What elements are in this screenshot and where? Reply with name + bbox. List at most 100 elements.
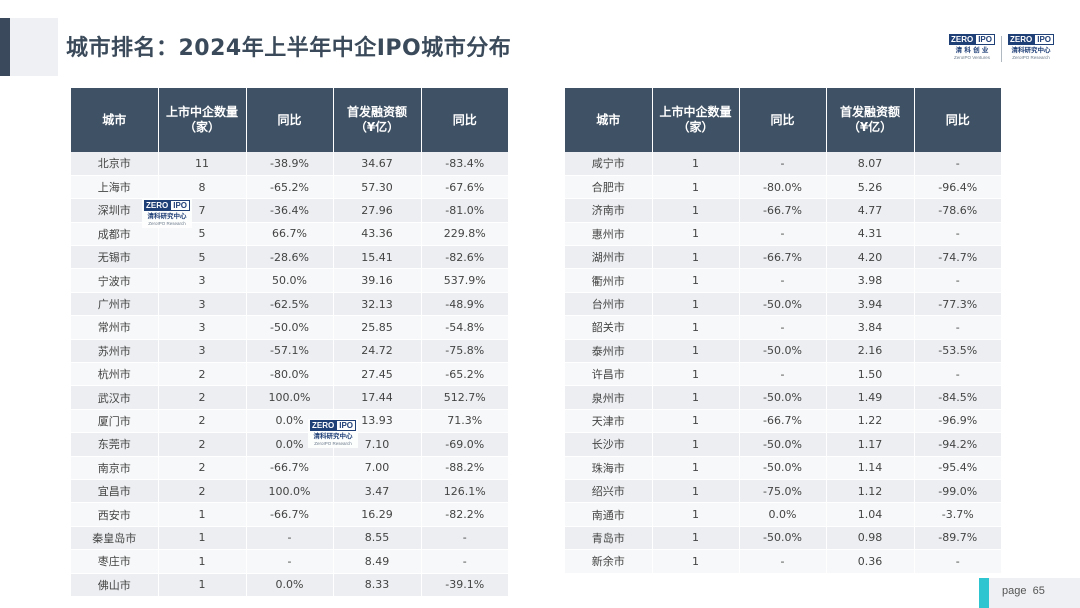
cell-count-yoy: -57.1% [246,339,334,364]
table-row: 泰州市 1 -50.0% 2.16 -53.5% [565,339,1001,364]
cell-amount-yoy: -89.7% [914,526,1001,551]
cell-amount-yoy: -53.5% [914,339,1001,364]
table-row: 台州市 1 -50.0% 3.94 -77.3% [565,292,1001,317]
cell-count-yoy: 100.0% [246,385,334,410]
cell-ipo-amount: 1.12 [826,479,915,504]
cell-city: 无锡市 [71,245,159,270]
cell-count-yoy: -66.7% [739,409,827,434]
table-row: 湖州市 1 -66.7% 4.20 -74.7% [565,245,1001,270]
cell-city: 湖州市 [565,245,653,270]
cell-amount-yoy: -83.4% [421,152,508,176]
cell-ipo-count: 1 [652,292,740,317]
cell-city: 南通市 [565,502,653,527]
cell-city: 衢州市 [565,268,653,293]
cell-ipo-count: 8 [158,175,247,200]
cell-ipo-amount: 17.44 [333,385,422,410]
cell-ipo-amount: 8.49 [333,549,422,574]
cell-ipo-count: 1 [652,479,740,504]
cell-ipo-amount: 1.14 [826,456,915,480]
table-row: 成都市 5 66.7% 43.36 229.8% [71,222,508,247]
cell-ipo-amount: 0.36 [826,549,915,574]
cell-ipo-amount: 8.55 [333,526,422,551]
table-row: 苏州市 3 -57.1% 24.72 -75.8% [71,339,508,364]
table-row: 佛山市 1 0.0% 8.33 -39.1% [71,573,508,597]
column-header-count-yoy: 同比 [246,88,334,152]
footer-accent-bar [979,578,989,608]
table-row: 新余市 1-0.36- [565,549,1001,574]
table-row: 天津市 1 -66.7% 1.22 -96.9% [565,409,1001,434]
cell-ipo-count: 1 [652,526,740,551]
cell-amount-yoy: -77.3% [914,292,1001,317]
cell-count-yoy: 0.0% [739,502,827,527]
cell-city: 深圳市 [71,198,159,223]
column-header-ipo-amount: 首发融资额 （¥亿） [333,88,422,152]
table-row: 宜昌市 2 100.0% 3.47 126.1% [71,479,508,504]
table-row: 泉州市 1 -50.0% 1.49 -84.5% [565,385,1001,410]
cell-ipo-amount: 1.49 [826,385,915,410]
cell-amount-yoy: -96.9% [914,409,1001,434]
cell-count-yoy: 50.0% [246,268,334,293]
cell-amount-yoy: - [914,315,1001,340]
table-header-row: 城市 上市中企数量 （家） 同比 首发融资额 （¥亿） 同比 [71,88,508,152]
cell-ipo-count: 1 [652,339,740,364]
cell-city: 泉州市 [565,385,653,410]
table-row: 枣庄市 1-8.49- [71,549,508,574]
cell-amount-yoy: - [914,549,1001,574]
column-header-city: 城市 [71,88,159,152]
cell-count-yoy: -66.7% [739,198,827,223]
cell-count-yoy: 66.7% [246,222,334,247]
table-row: 广州市 3 -62.5% 32.13 -48.9% [71,292,508,317]
cell-ipo-count: 3 [158,268,247,293]
cell-ipo-count: 5 [158,222,247,247]
cell-city: 苏州市 [71,339,159,364]
cell-ipo-count: 1 [652,198,740,223]
cell-amount-yoy: -84.5% [914,385,1001,410]
cell-city: 珠海市 [565,456,653,480]
cell-city: 长沙市 [565,432,653,457]
cell-ipo-amount: 1.17 [826,432,915,457]
cell-ipo-count: 2 [158,385,247,410]
zeroipo-research-watermark: ZERO IPO 清科研究中心 ZeroIPO Research [142,199,193,228]
table-row: 绍兴市 1 -75.0% 1.12 -99.0% [565,479,1001,504]
cell-count-yoy: -50.0% [739,292,827,317]
footer-band [989,578,1080,608]
cell-amount-yoy: -67.6% [421,175,508,200]
logo-mark: ZERO IPO [1007,34,1054,45]
city-ranking-table-left: 城市 上市中企数量 （家） 同比 首发融资额 （¥亿） 同比 北京市 11 -38.9% 34… [71,88,508,597]
cell-ipo-count: 1 [652,432,740,457]
cell-amount-yoy: - [914,222,1001,247]
cell-ipo-count: 2 [158,409,247,434]
cell-ipo-count: 2 [158,432,247,457]
table-row: 长沙市 1 -50.0% 1.17 -94.2% [565,432,1001,457]
table-row: 南通市 1 0.0% 1.04 -3.7% [565,502,1001,527]
column-header-amount-yoy: 同比 [421,88,508,152]
table-row: 厦门市 2 0.0% 13.93 71.3% [71,409,508,434]
cell-ipo-amount: 3.47 [333,479,422,504]
column-header-ipo-amount: 首发融资额 （¥亿） [826,88,915,152]
cell-ipo-amount: 43.36 [333,222,422,247]
cell-city: 济南市 [565,198,653,223]
cell-ipo-count: 1 [158,526,247,551]
cell-city: 武汉市 [71,385,159,410]
cell-ipo-amount: 4.31 [826,222,915,247]
cell-ipo-amount: 1.22 [826,409,915,434]
cell-ipo-amount: 3.94 [826,292,915,317]
cell-city: 台州市 [565,292,653,317]
cell-ipo-amount: 24.72 [333,339,422,364]
cell-amount-yoy: -96.4% [914,175,1001,200]
cell-amount-yoy: -54.8% [421,315,508,340]
cell-ipo-amount: 39.16 [333,268,422,293]
cell-ipo-amount: 4.20 [826,245,915,270]
cell-ipo-count: 11 [158,152,247,176]
cell-count-yoy: -65.2% [246,175,334,200]
cell-amount-yoy: -95.4% [914,456,1001,480]
cell-ipo-count: 3 [158,315,247,340]
cell-amount-yoy: - [914,268,1001,293]
cell-ipo-amount: 4.77 [826,198,915,223]
cell-count-yoy: -38.9% [246,152,334,176]
cell-count-yoy: -28.6% [246,245,334,270]
cell-ipo-amount: 1.04 [826,502,915,527]
cell-city: 宜昌市 [71,479,159,504]
cell-count-yoy: -50.0% [246,315,334,340]
table-row: 北京市 11 -38.9% 34.67 -83.4% [71,152,508,176]
